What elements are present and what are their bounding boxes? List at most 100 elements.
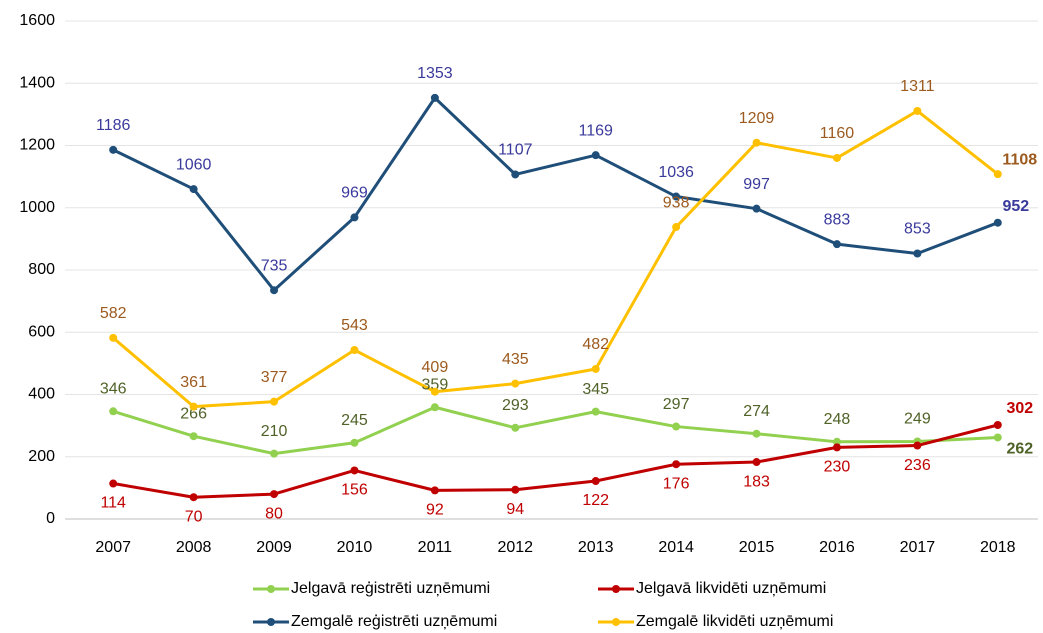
y-tick-label: 1200 (19, 137, 55, 154)
data-label: 302 (1006, 400, 1033, 417)
data-label: 361 (180, 374, 207, 391)
data-label: 274 (743, 403, 770, 420)
marker (189, 185, 198, 194)
series-line (112, 109, 999, 409)
x-tick-label: 2010 (337, 539, 373, 556)
marker (430, 486, 439, 495)
data-label: 1169 (579, 122, 614, 139)
data-label: 70 (185, 508, 203, 525)
legend-label: Zemgalē likvidēti uzņēmumi (636, 613, 833, 630)
marker (832, 437, 841, 446)
marker (270, 449, 279, 458)
marker (189, 402, 198, 411)
marker (511, 170, 520, 179)
data-label: 1209 (739, 110, 775, 127)
data-label: 345 (582, 381, 609, 398)
marker (591, 364, 600, 373)
data-label: 938 (663, 194, 690, 211)
marker (430, 387, 439, 396)
data-label: 435 (502, 351, 529, 368)
y-tick-label: 0 (46, 510, 55, 527)
marker (752, 204, 761, 213)
y-tick-label: 400 (28, 386, 55, 403)
marker (993, 170, 1002, 179)
data-label: 297 (663, 396, 690, 413)
y-tick-label: 200 (28, 448, 55, 465)
y-tick-label: 600 (28, 323, 55, 340)
x-tick-label: 2017 (900, 539, 936, 556)
marker (752, 138, 761, 147)
legend-marker (267, 585, 275, 593)
data-label: 293 (502, 397, 529, 414)
x-tick-label: 2014 (658, 539, 694, 556)
marker (591, 407, 600, 416)
data-label: 230 (824, 459, 851, 476)
x-tick-label: 2018 (980, 539, 1016, 556)
marker (270, 490, 279, 499)
legend-label: Jelgavā likvidēti uzņēmumi (636, 580, 826, 597)
x-tick-label: 2015 (739, 539, 775, 556)
data-label: 92 (426, 502, 444, 519)
marker (511, 379, 520, 388)
data-label: 245 (341, 412, 368, 429)
marker (189, 493, 198, 502)
marker (430, 403, 439, 412)
legend-marker (612, 618, 620, 626)
data-label: 1160 (820, 125, 855, 142)
data-label: 122 (582, 492, 609, 509)
marker (832, 443, 841, 452)
marker (832, 240, 841, 249)
marker (752, 429, 761, 438)
data-label: 1186 (96, 117, 131, 134)
data-label: 80 (265, 505, 283, 522)
data-label: 969 (341, 185, 368, 202)
marker (913, 441, 922, 450)
legend-marker (267, 618, 275, 626)
y-tick-label: 1400 (19, 74, 55, 91)
marker (993, 433, 1002, 442)
marker (350, 213, 359, 222)
legend-label: Zemgalē reģistrēti uzņēmumi (291, 612, 497, 630)
series-line (112, 423, 999, 499)
data-label: 482 (582, 336, 609, 353)
data-label: 1353 (417, 65, 453, 82)
marker (109, 407, 118, 416)
data-label: 1036 (658, 164, 694, 181)
marker (109, 145, 118, 154)
data-label: 176 (663, 475, 690, 492)
data-label: 248 (824, 411, 851, 428)
marker (672, 460, 681, 469)
data-label: 156 (341, 482, 368, 499)
x-tick-label: 2008 (176, 539, 212, 556)
legend-marker (612, 585, 620, 593)
marker (511, 485, 520, 494)
marker (189, 432, 198, 441)
data-label: 952 (1002, 198, 1029, 215)
marker (350, 466, 359, 475)
marker (109, 479, 118, 488)
marker (591, 477, 600, 486)
y-tick-label: 800 (28, 261, 55, 278)
data-label: 249 (904, 411, 931, 428)
marker (832, 153, 841, 162)
marker (993, 218, 1002, 227)
data-label: 359 (422, 376, 449, 393)
data-label: 543 (341, 317, 368, 334)
marker (993, 421, 1002, 430)
data-label: 210 (261, 423, 288, 440)
x-tick-label: 2007 (95, 539, 131, 556)
data-label: 183 (743, 473, 770, 490)
marker (672, 223, 681, 232)
marker (270, 397, 279, 406)
y-tick-label: 1600 (19, 12, 55, 29)
data-label: 1311 (900, 78, 935, 95)
data-label: 735 (261, 257, 288, 274)
marker (430, 93, 439, 102)
data-label: 114 (100, 495, 126, 512)
x-tick-label: 2012 (497, 539, 533, 556)
data-label: 377 (261, 369, 288, 386)
data-label: 997 (743, 176, 770, 193)
data-label: 1060 (176, 156, 212, 173)
x-tick-label: 2011 (418, 539, 453, 556)
